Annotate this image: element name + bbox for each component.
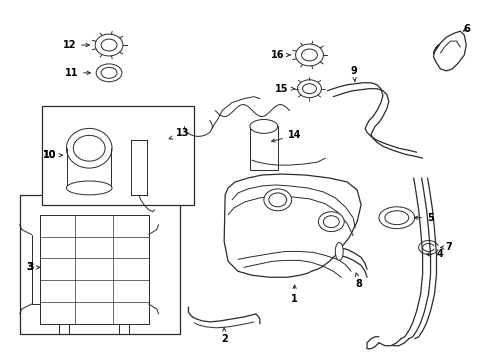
Text: 7: 7 [440,243,451,252]
Text: 12: 12 [62,40,89,50]
Text: 5: 5 [414,213,433,223]
Ellipse shape [378,207,414,229]
Ellipse shape [297,80,321,98]
Ellipse shape [295,44,323,66]
Ellipse shape [101,39,117,51]
Text: 13: 13 [169,129,189,139]
Ellipse shape [264,189,291,211]
Ellipse shape [323,216,339,228]
Text: 6: 6 [462,24,468,34]
Text: 3: 3 [26,262,33,272]
Ellipse shape [73,135,105,161]
Ellipse shape [249,120,277,133]
Bar [41,105,194,205]
Text: 14: 14 [271,130,301,142]
Text: 10: 10 [42,150,62,160]
Ellipse shape [384,211,408,225]
Text: 4: 4 [426,249,443,260]
Text: 16: 16 [270,50,289,60]
Text: 15: 15 [274,84,294,94]
Bar [20,195,180,334]
Ellipse shape [301,49,317,61]
Ellipse shape [302,84,316,94]
Ellipse shape [318,212,344,231]
Ellipse shape [101,67,117,78]
Polygon shape [224,174,360,277]
Text: 1: 1 [291,285,297,304]
Text: 9: 9 [350,66,357,81]
Ellipse shape [66,129,112,168]
Text: 3: 3 [26,262,40,272]
Text: 10: 10 [42,150,56,160]
Text: 8: 8 [355,273,362,289]
Ellipse shape [335,243,343,260]
Text: 11: 11 [64,68,90,78]
Ellipse shape [96,64,122,82]
Bar [249,126,277,170]
Ellipse shape [95,34,122,56]
Text: 2: 2 [220,328,227,344]
Ellipse shape [268,193,286,207]
Ellipse shape [66,181,112,195]
